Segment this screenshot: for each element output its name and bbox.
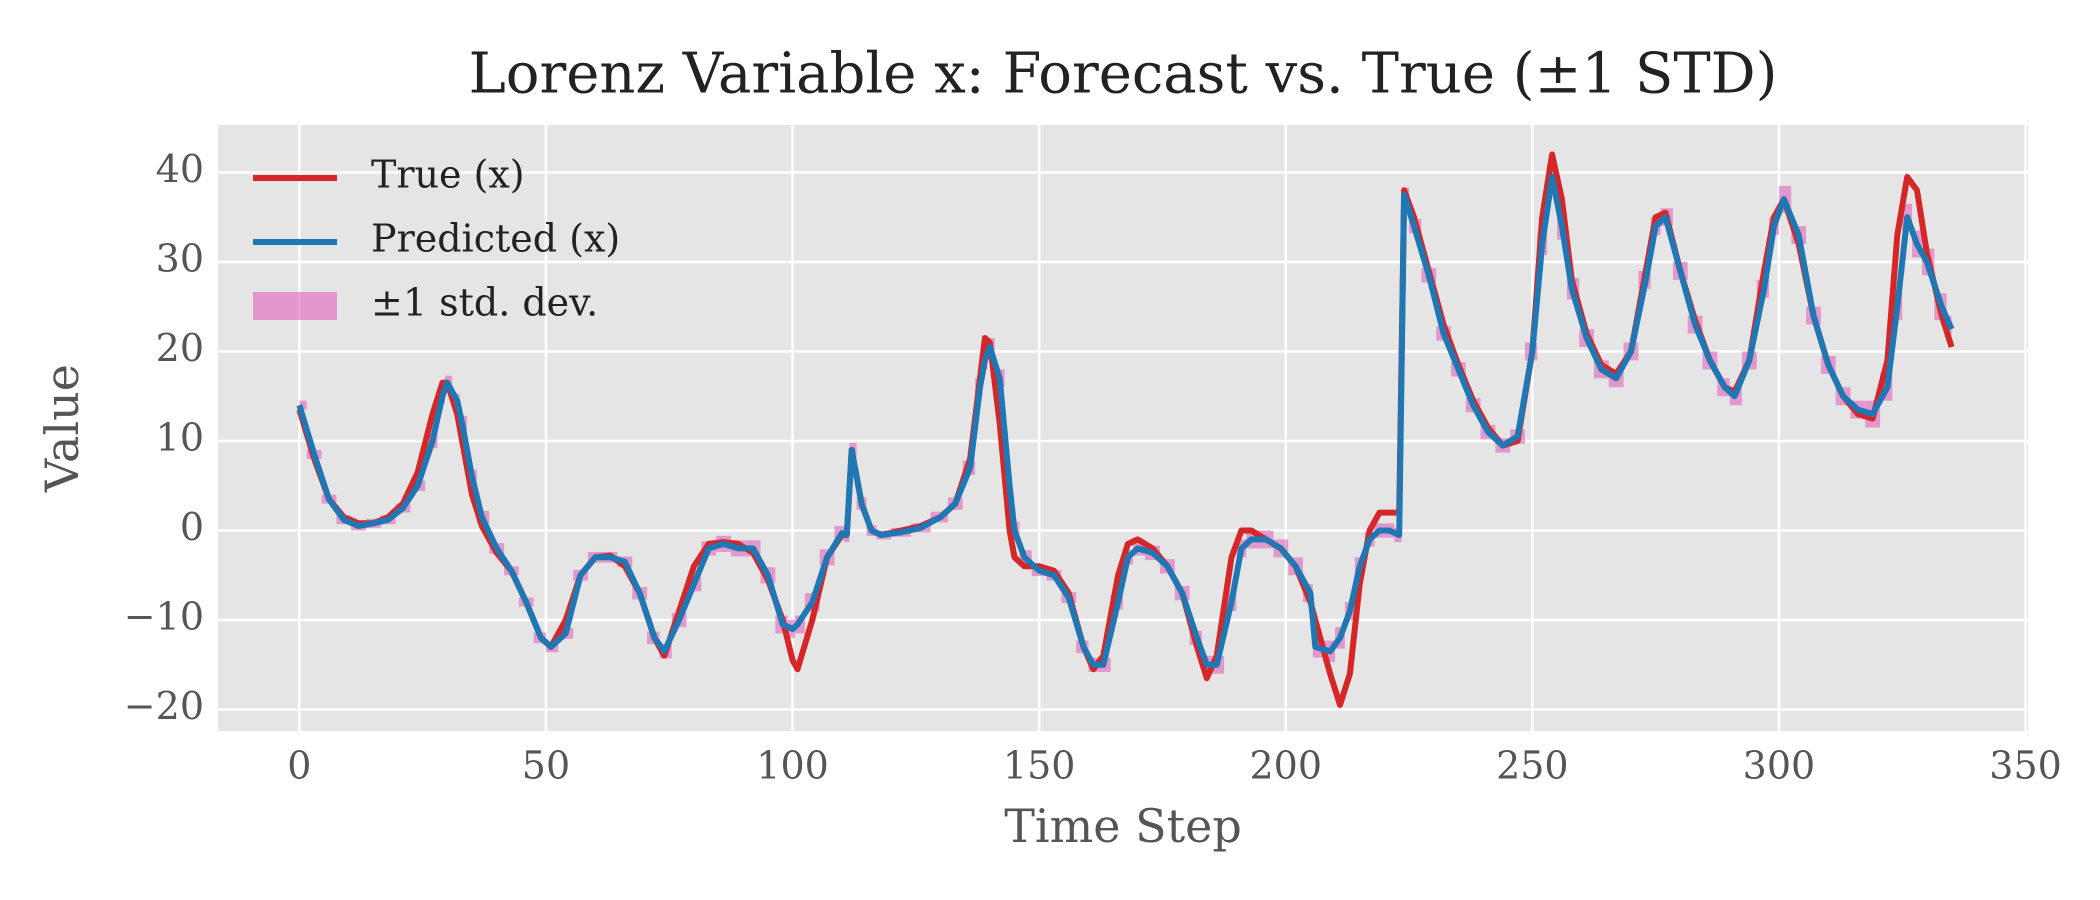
- y-tick-label: −10: [124, 595, 204, 639]
- legend-swatch: [253, 292, 337, 320]
- x-tick-label: 350: [1989, 744, 2062, 788]
- y-tick-label: 10: [156, 415, 204, 459]
- x-tick-label: 0: [287, 744, 311, 788]
- x-tick-label: 50: [522, 744, 570, 788]
- y-tick-label: −20: [124, 684, 204, 728]
- legend-label: ±1 std. dev.: [371, 281, 598, 325]
- x-tick-label: 300: [1743, 744, 1816, 788]
- y-axis-label: Value: [35, 364, 89, 493]
- y-tick-label: 40: [156, 147, 204, 191]
- legend-label: Predicted (x): [371, 217, 620, 261]
- chart-title: Lorenz Variable x: Forecast vs. True (±1…: [469, 42, 1778, 107]
- std-band: [299, 400, 307, 410]
- series-line: [296, 173, 1955, 668]
- y-tick-label: 0: [180, 505, 204, 549]
- x-axis-label: Time Step: [1004, 799, 1242, 853]
- x-tick-label: 150: [1003, 744, 1076, 788]
- y-tick-label: 30: [156, 236, 204, 280]
- x-tick-label: 200: [1249, 744, 1322, 788]
- plot-background: [218, 125, 2028, 731]
- x-tick-label: 100: [756, 744, 829, 788]
- y-tick-label: 20: [156, 326, 204, 370]
- x-tick-label: 250: [1496, 744, 1569, 788]
- legend-label: True (x): [371, 153, 525, 197]
